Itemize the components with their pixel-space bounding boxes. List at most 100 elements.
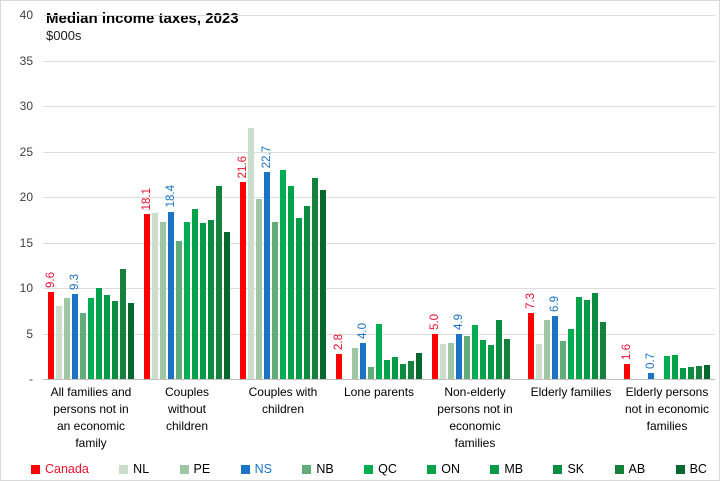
legend-marker-icon [364, 464, 374, 474]
legend-label: AB [628, 462, 646, 476]
legend-label: NB [316, 462, 334, 476]
gridline [43, 15, 715, 16]
bar-slot-nl-1 [152, 15, 158, 379]
x-axis-category-label-5: Elderly families [530, 385, 612, 399]
bar-pe-1 [160, 222, 166, 379]
bar-group-6: 1.6 0.7 [619, 15, 715, 379]
bar-nl-1 [152, 213, 158, 379]
bar-slot-on-0 [96, 15, 102, 379]
plot-area: 9.6 9.3 18.1 18.4 21.6 22.7 2.8 4.0 5.0 4.9 7.3 6.9… [43, 15, 715, 380]
legend-item-pe: PE [179, 462, 210, 476]
bar-ab-4 [504, 338, 510, 379]
bar-slot-pe-3 [352, 15, 358, 379]
x-axis-category-label-4: Non-elderly persons not in economic fami… [437, 385, 513, 450]
y-axis-tick-label: 40 [19, 8, 33, 22]
bar-slot-nl-6 [632, 15, 638, 379]
bar-ns-2 [264, 172, 270, 379]
bar-group-4: 5.0 4.9 [427, 15, 523, 379]
bar-slot-mb-2 [296, 15, 302, 379]
legend-item-mb: MB [490, 462, 523, 476]
legend-item-on: ON [427, 462, 460, 476]
bar-slot-ab-6 [696, 15, 702, 379]
bar-pe-5 [544, 319, 550, 379]
bar-slot-qc-6 [664, 15, 670, 379]
chart-subtitle: $000s [46, 28, 82, 43]
legend-marker-icon [675, 464, 685, 474]
gridline [43, 288, 715, 289]
legend-item-canada: Canada [31, 462, 89, 476]
bar-mb-0 [104, 295, 110, 379]
x-axis-category-label-3: Lone parents [343, 385, 415, 399]
gridline [43, 106, 715, 107]
bar-slot-sk-2 [304, 15, 310, 379]
bar-sk-0 [112, 300, 118, 379]
bar-slot-ab-5 [600, 15, 606, 379]
legend-label: ON [441, 462, 460, 476]
bar-canada-0 [48, 291, 54, 379]
bar-mb-3 [392, 357, 398, 379]
bar-slot-nl-0 [56, 15, 62, 379]
legend-label: NL [133, 462, 150, 476]
bar-group-2: 21.6 22.7 [235, 15, 331, 379]
y-axis-tick-label: 25 [19, 144, 33, 159]
bar-on-0 [96, 288, 102, 379]
bar-slot-nb-5 [560, 15, 566, 379]
bar-slot-sk-1 [208, 15, 214, 379]
bar-slot-pe-2 [256, 15, 262, 379]
bar-slot-pe-4 [448, 15, 454, 379]
bar-ns-4 [456, 334, 462, 379]
bar-slot-nb-6 [656, 15, 662, 379]
y-axis-tick-label: - [29, 372, 33, 386]
bar-group-1: 18.1 18.4 [139, 15, 235, 379]
legend-label: QC [378, 462, 397, 476]
bar-mb-1 [200, 223, 206, 379]
bar-on-2 [288, 186, 294, 379]
bar-slot-on-4 [480, 15, 486, 379]
bar-ab-1 [216, 186, 222, 379]
bar-slot-nl-2 [248, 15, 254, 379]
bar-slot-ab-1 [216, 15, 222, 379]
bar-canada-2 [240, 182, 246, 379]
bar-slot-ab-2 [312, 15, 318, 379]
legend-marker-icon [490, 464, 500, 474]
bar-sk-4 [496, 319, 502, 379]
bar-slot-ns-2: 22.7 [261, 15, 273, 379]
bar-bc-1 [224, 231, 230, 379]
bar-qc-2 [280, 169, 286, 379]
legend-item-ns: NS [240, 462, 272, 476]
bar-canada-4 [432, 333, 438, 379]
bar-qc-1 [184, 222, 190, 379]
bar-slot-bc-4 [512, 15, 518, 379]
bar-slot-qc-1 [184, 15, 190, 379]
bar-pe-4 [448, 342, 454, 379]
bar-on-1 [192, 208, 198, 379]
bar-ab-6 [696, 366, 702, 379]
bar-slot-qc-2 [280, 15, 286, 379]
bar-pe-0 [64, 298, 70, 379]
bar-slot-qc-3 [376, 15, 382, 379]
bar-slot-ns-5: 6.9 [549, 15, 561, 379]
bar-ns-5 [552, 316, 558, 379]
gridline [43, 242, 715, 244]
bar-pe-2 [256, 198, 262, 379]
bar-mb-4 [488, 345, 494, 379]
bar-ns-0 [72, 294, 78, 379]
bar-bc-6 [704, 365, 710, 379]
legend-item-nb: NB [302, 462, 334, 476]
legend-label: MB [504, 462, 524, 476]
bar-group-3: 2.8 4.0 [331, 15, 427, 379]
bar-slot-sk-6 [688, 15, 694, 379]
bar-slot-bc-5 [608, 15, 614, 379]
x-axis-category-label-1: Couples without children [164, 385, 210, 433]
gridline [43, 151, 715, 153]
bar-slot-qc-0 [88, 15, 94, 379]
bar-slot-nb-0 [80, 15, 86, 379]
bar-slot-mb-1 [200, 15, 206, 379]
y-axis-tick-label: 20 [19, 190, 33, 204]
bar-slot-bc-3 [416, 15, 422, 379]
bar-slot-sk-5 [592, 15, 598, 379]
bar-slot-bc-2 [320, 15, 326, 379]
bar-slot-mb-3 [392, 15, 398, 379]
bar-qc-6 [664, 356, 670, 379]
